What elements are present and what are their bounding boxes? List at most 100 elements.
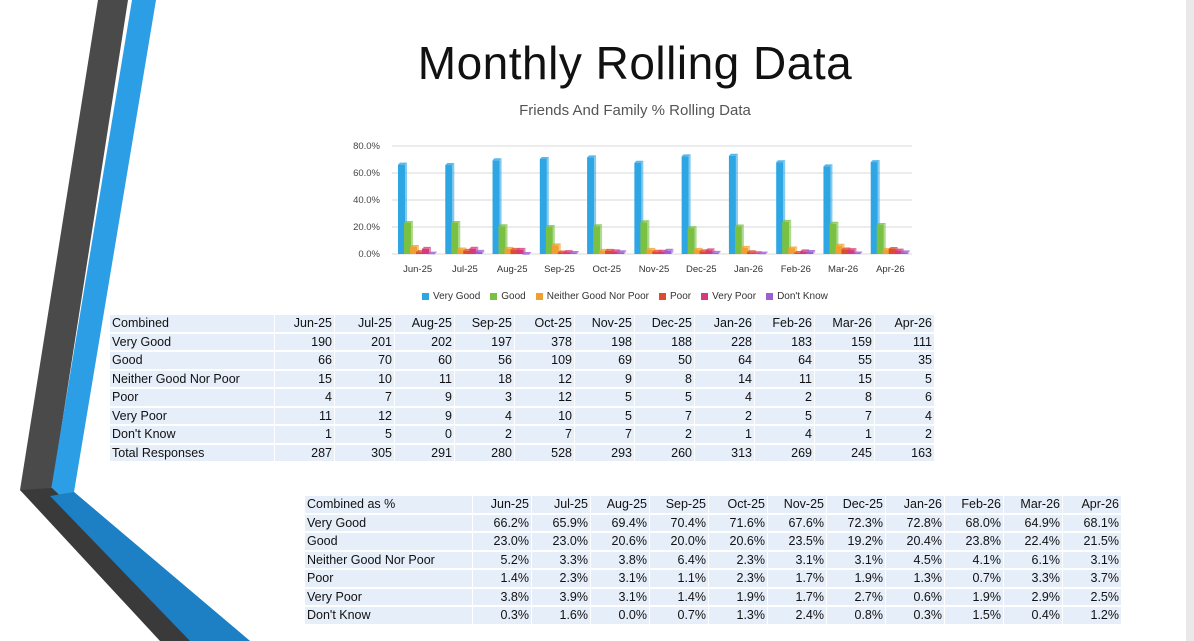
bar-dont-know-top <box>853 251 863 254</box>
value-cell: 190 <box>274 332 335 352</box>
table-row: Neither Good Nor Poor 15 10 11 18 12 9 8 14 11 15 5 <box>110 369 935 389</box>
value-cell: 0 <box>394 425 455 445</box>
bar-very-good-top <box>492 158 502 161</box>
legend-item-very-poor: Very Poor <box>701 291 756 302</box>
table-row: Very Poor 11 12 9 4 10 5 7 2 5 7 4 <box>110 406 935 426</box>
value-cell: 23.0% <box>531 532 591 552</box>
row-label-cell: Very Poor <box>110 406 275 426</box>
value-cell: 68.1% <box>1062 513 1122 533</box>
bar-very-poor-top <box>611 249 621 252</box>
table-row: Good 66 70 60 56 109 69 50 64 64 55 35 <box>110 351 935 371</box>
table-row: Don't Know 0.3% 1.6% 0.0% 0.7% 1.3% 2.4% 0.8% 0.… <box>305 606 1122 626</box>
value-cell: 1 <box>274 425 335 445</box>
bar-very-good-top <box>634 160 644 163</box>
value-cell: 3.1% <box>590 587 650 607</box>
bar-very-poor-top <box>847 248 857 251</box>
bar-dont-know-side <box>435 251 437 254</box>
rolling-bar-chart: 0.0% 20.0% 40.0% 60.0% 80.0% Jun-25 Jul-25 Aug-… <box>353 141 912 275</box>
bar-very-good <box>634 162 642 254</box>
bar-poor <box>652 251 660 254</box>
bar-very-poor-top <box>422 246 431 249</box>
bar-good-side <box>505 224 508 254</box>
value-cell: 3.9% <box>531 587 591 607</box>
value-cell: 70 <box>334 351 395 371</box>
bar-dont-know-top <box>617 250 627 253</box>
value-cell: 35 <box>874 351 935 371</box>
value-cell: 19.2% <box>826 532 886 552</box>
x-tick-label: Oct-25 <box>592 264 621 275</box>
value-cell: 1.7% <box>767 569 827 589</box>
page-title: Monthly Rolling Data <box>417 37 853 89</box>
x-tick-label: Sep-25 <box>544 264 575 275</box>
bar-dont-know <box>428 253 435 255</box>
bar-good <box>876 224 884 254</box>
bar-neither <box>457 249 465 254</box>
value-cell: Sep-25 <box>649 496 709 515</box>
value-cell: 11 <box>394 369 455 389</box>
bar-dont-know <box>900 252 908 254</box>
value-cell: 197 <box>454 332 515 352</box>
value-cell: Jun-25 <box>472 496 532 515</box>
value-cell: 22.4% <box>1003 532 1063 552</box>
bar-poor-top <box>605 248 615 251</box>
bar-very-poor-top <box>563 250 573 253</box>
value-cell: 188 <box>634 332 695 352</box>
row-label-cell: Very Poor <box>305 587 473 607</box>
bar-neither <box>835 245 843 254</box>
value-cell: 9 <box>394 406 455 426</box>
value-cell: 11 <box>274 406 335 426</box>
bar-dont-know <box>806 251 814 254</box>
value-cell: 198 <box>574 332 635 352</box>
value-cell: 1.1% <box>649 569 709 589</box>
value-cell: 9 <box>394 388 455 408</box>
bar-good-side <box>458 220 461 254</box>
value-cell: Feb-26 <box>754 315 815 334</box>
bar-good <box>640 222 648 254</box>
value-cell: 1.2% <box>1062 606 1122 626</box>
legend-swatch <box>766 292 774 300</box>
value-cell: 159 <box>814 332 875 352</box>
bar-poor <box>746 252 754 254</box>
value-cell: 2.4% <box>767 606 827 626</box>
blue-stripe <box>50 0 250 641</box>
value-cell: 69 <box>574 351 635 371</box>
row-label-cell: Good <box>305 532 473 552</box>
value-cell: 1.6% <box>531 606 591 626</box>
bar-very-good-top <box>823 164 833 167</box>
value-cell: 7 <box>574 425 635 445</box>
bar-dont-know <box>664 250 672 254</box>
value-cell: 2.7% <box>826 587 886 607</box>
value-cell: 2 <box>754 388 815 408</box>
bar-good <box>593 226 601 254</box>
bar-good-top <box>404 220 413 223</box>
value-cell: Mar-26 <box>814 315 875 334</box>
value-cell: 5 <box>634 388 695 408</box>
value-cell: 5.2% <box>472 550 532 570</box>
value-cell: 1.3% <box>885 569 945 589</box>
value-cell: 20.0% <box>649 532 709 552</box>
value-cell: 0.3% <box>885 606 945 626</box>
chart-legend: Very Good Good Neither Good Nor Poor Poor Ve… <box>422 289 828 303</box>
bar-very-poor <box>611 251 619 254</box>
bar-good <box>687 228 695 254</box>
bar-very-good-top <box>398 162 407 165</box>
value-cell: 291 <box>394 443 455 463</box>
bar-very-poor-top <box>894 248 904 251</box>
value-cell: Dec-25 <box>634 315 695 334</box>
table-row: Total Responses 287 305 291 280 528 293 260 313 2… <box>110 443 935 463</box>
value-cell: 1 <box>814 425 875 445</box>
x-tick-label: Aug-25 <box>497 264 528 275</box>
value-cell: 293 <box>574 443 635 463</box>
legend-label: Very Good <box>433 290 481 302</box>
value-cell: 66.2% <box>472 513 532 533</box>
chart-subtitle: Friends And Family % Rolling Data <box>519 102 751 119</box>
value-cell: Jul-25 <box>334 315 395 334</box>
bar-good <box>782 221 790 254</box>
bar-dont-know-side <box>813 249 816 254</box>
bar-poor <box>841 249 849 254</box>
bar-neither-top <box>693 247 703 250</box>
bar-very-poor <box>752 253 760 254</box>
bar-dont-know-top <box>664 248 674 251</box>
bar-very-good <box>445 165 453 254</box>
legend-swatch <box>422 292 429 300</box>
